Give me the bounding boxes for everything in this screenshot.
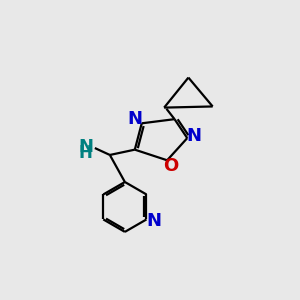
Text: N: N — [78, 138, 93, 156]
Text: N: N — [127, 110, 142, 128]
Text: N: N — [186, 127, 201, 145]
Text: N: N — [146, 212, 161, 230]
Text: H: H — [79, 144, 92, 162]
Text: O: O — [163, 157, 178, 175]
